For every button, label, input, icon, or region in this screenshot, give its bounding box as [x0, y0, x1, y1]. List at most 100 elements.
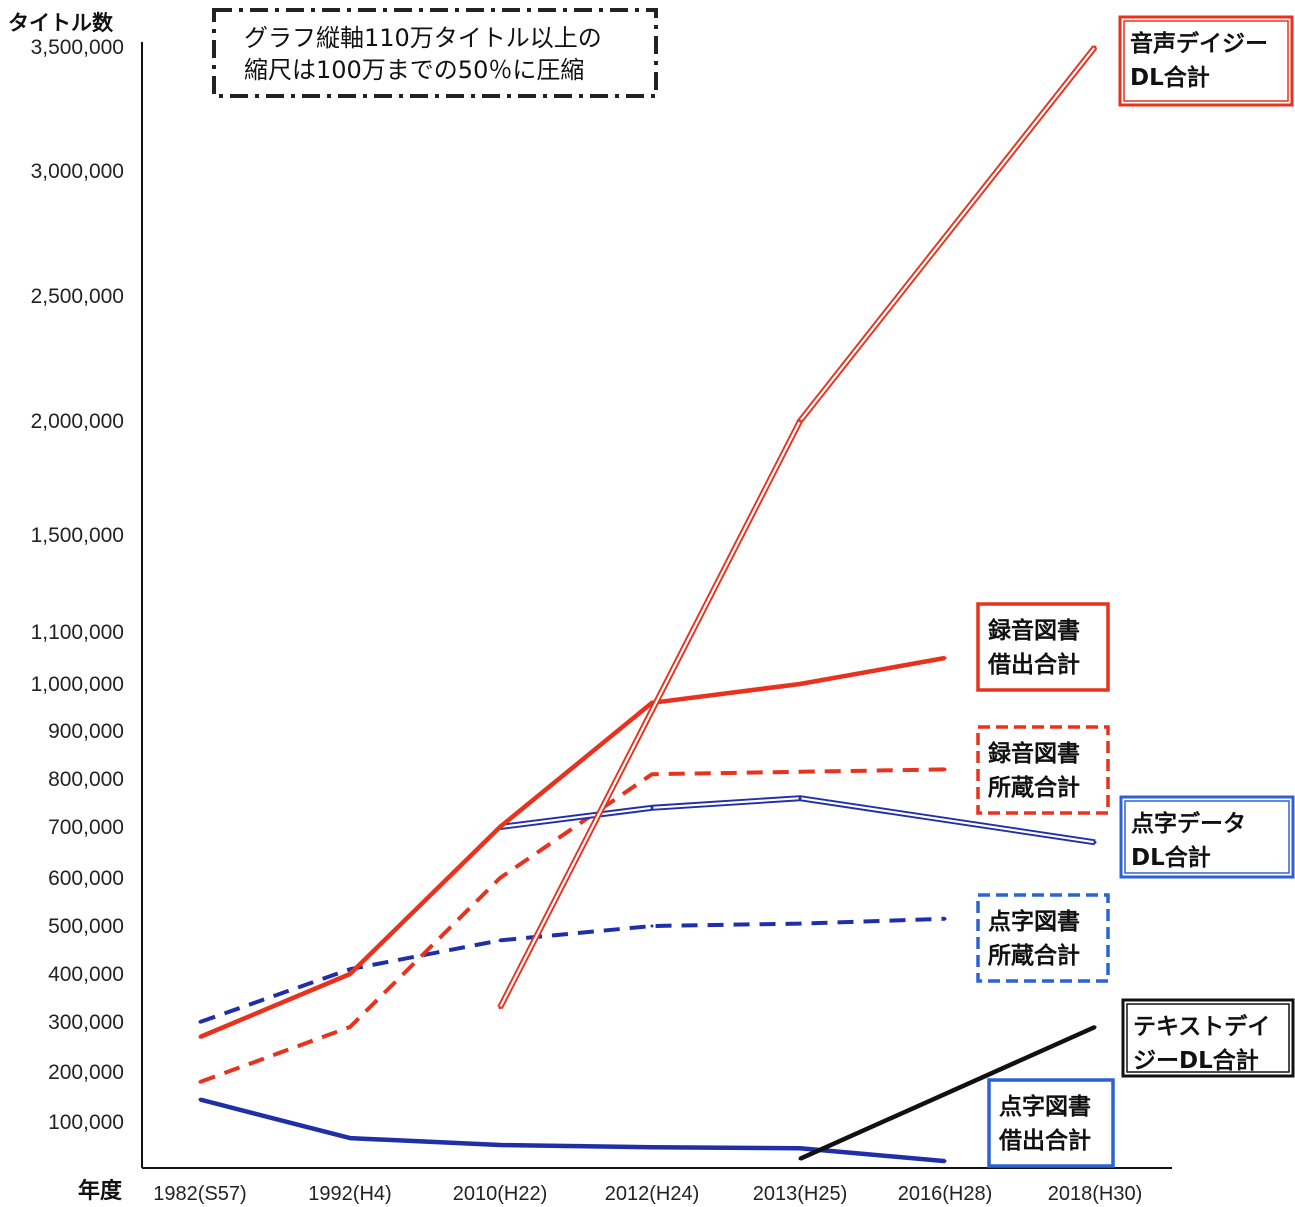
- data-point: [943, 767, 947, 771]
- axes: [141, 42, 1172, 1169]
- data-point: [1093, 1025, 1097, 1029]
- y-axis-title: タイトル数: [8, 11, 114, 35]
- series-label-line: 録音図書: [988, 740, 1080, 767]
- series-label-line: 音声デイジー: [1130, 30, 1268, 57]
- label-frame-inner: [1126, 1003, 1290, 1073]
- data-point: [498, 1143, 502, 1147]
- x-axis-title: 年度: [78, 1178, 123, 1204]
- series-label-line: 借出合計: [987, 651, 1080, 678]
- series-label-line: 所蔵合計: [988, 942, 1080, 969]
- series-audio-holdings: [198, 767, 947, 1084]
- x-tick-labels: 1982(S57) 1992(H4) 2010(H22) 2012(H24) 2013(…: [153, 1183, 1142, 1205]
- label-frame: [987, 1078, 1115, 1168]
- y-tick-label: 2,500,000: [31, 285, 124, 308]
- series-label-line: 点字図書: [999, 1093, 1091, 1120]
- series-label-line: 点字データ: [1131, 810, 1246, 837]
- data-point: [348, 967, 352, 971]
- data-point: [650, 924, 654, 928]
- label-background: [1120, 17, 1292, 105]
- series-line-inner: [499, 46, 1096, 1009]
- label-braille-dl: 点字データ DL合計: [1119, 795, 1295, 879]
- x-tick-label: 2018(H30): [1048, 1183, 1143, 1205]
- data-point: [498, 825, 502, 829]
- data-point: [798, 770, 802, 774]
- label-frame: [1119, 795, 1295, 879]
- series-text-daisy: [798, 1024, 1097, 1161]
- series-label-line: 録音図書: [988, 617, 1080, 644]
- data-point: [198, 1098, 202, 1101]
- x-tick-label: 2016(H28): [898, 1183, 993, 1205]
- data-point: [198, 1020, 202, 1024]
- y-tick-label: 3,000,000: [31, 160, 124, 183]
- label-background: [1123, 1000, 1293, 1076]
- scale-note-line-1: グラフ縦軸110万タイトル以上の: [244, 24, 602, 52]
- x-tick-label: 1992(H4): [308, 1183, 391, 1205]
- series-audio-loan: [198, 655, 947, 1040]
- label-background: [978, 895, 1108, 981]
- series-label-line: ジーDL合計: [1133, 1047, 1259, 1074]
- series-braille-dl: [498, 795, 1097, 846]
- x-tick-label: 2010(H22): [453, 1183, 548, 1205]
- label-daisy-audio: 音声デイジー DL合計: [1118, 15, 1294, 107]
- y-tick-label: 800,000: [48, 768, 124, 791]
- series-label-line: 点字図書: [988, 908, 1080, 935]
- series-label-line: テキストデイ: [1133, 1013, 1270, 1040]
- y-tick-label: 1,000,000: [31, 673, 124, 696]
- y-tick-labels: 100,000 200,000 300,000 400,000 500,000 600,0…: [31, 36, 124, 1134]
- series-braille-holdings: [198, 916, 947, 1024]
- data-point: [348, 1136, 352, 1140]
- y-tick-label: 700,000: [48, 816, 124, 839]
- label-background: [978, 604, 1108, 690]
- series-label-line: 所蔵合計: [988, 774, 1080, 801]
- data-point: [798, 682, 802, 686]
- x-tick-label: 2012(H24): [605, 1183, 700, 1205]
- data-point: [798, 419, 802, 423]
- series-line: [199, 916, 946, 1024]
- series-line-outer: [497, 45, 1098, 1009]
- series-line: [199, 655, 946, 1040]
- data-point: [198, 1080, 202, 1084]
- data-point: [798, 1146, 802, 1150]
- scale-note: グラフ縦軸110万タイトル以上の 縮尺は100万までの50％に圧縮: [212, 8, 658, 98]
- series-line: [199, 767, 946, 1084]
- data-point: [798, 922, 802, 926]
- y-tick-label: 1,100,000: [31, 621, 124, 644]
- data-point: [348, 1025, 352, 1029]
- label-background: [989, 1080, 1113, 1166]
- series-line-inner: [499, 797, 1096, 844]
- y-tick-label: 900,000: [48, 720, 124, 743]
- y-tick-label: 600,000: [48, 867, 124, 890]
- data-point: [943, 1159, 947, 1163]
- data-point: [498, 938, 502, 942]
- series-label-line: DL合計: [1131, 844, 1211, 871]
- data-point: [650, 1145, 654, 1149]
- data-point: [498, 876, 502, 880]
- label-background: [978, 727, 1108, 813]
- series-line: [799, 1024, 1096, 1161]
- y-tick-label: 400,000: [48, 963, 124, 986]
- series-label-line: 借出合計: [998, 1127, 1091, 1154]
- data-point: [348, 972, 352, 976]
- label-frame: [976, 893, 1110, 983]
- data-point: [943, 656, 947, 660]
- y-tick-label: 100,000: [48, 1111, 124, 1134]
- y-tick-label: 300,000: [48, 1011, 124, 1034]
- y-tick-label: 200,000: [48, 1061, 124, 1084]
- data-point: [1093, 45, 1097, 49]
- data-point: [1093, 840, 1097, 844]
- data-point: [650, 806, 654, 810]
- y-tick-label: 2,000,000: [31, 410, 124, 433]
- data-point: [650, 772, 654, 776]
- y-tick-label: 1,500,000: [31, 524, 124, 547]
- label-frame: [1121, 998, 1295, 1078]
- scale-note-frame: [212, 8, 658, 98]
- scale-note-line-2: 縮尺は100万までの50％に圧縮: [244, 56, 584, 84]
- series-braille-loan: [198, 1097, 947, 1164]
- x-tick-label: 1982(S57): [153, 1183, 246, 1205]
